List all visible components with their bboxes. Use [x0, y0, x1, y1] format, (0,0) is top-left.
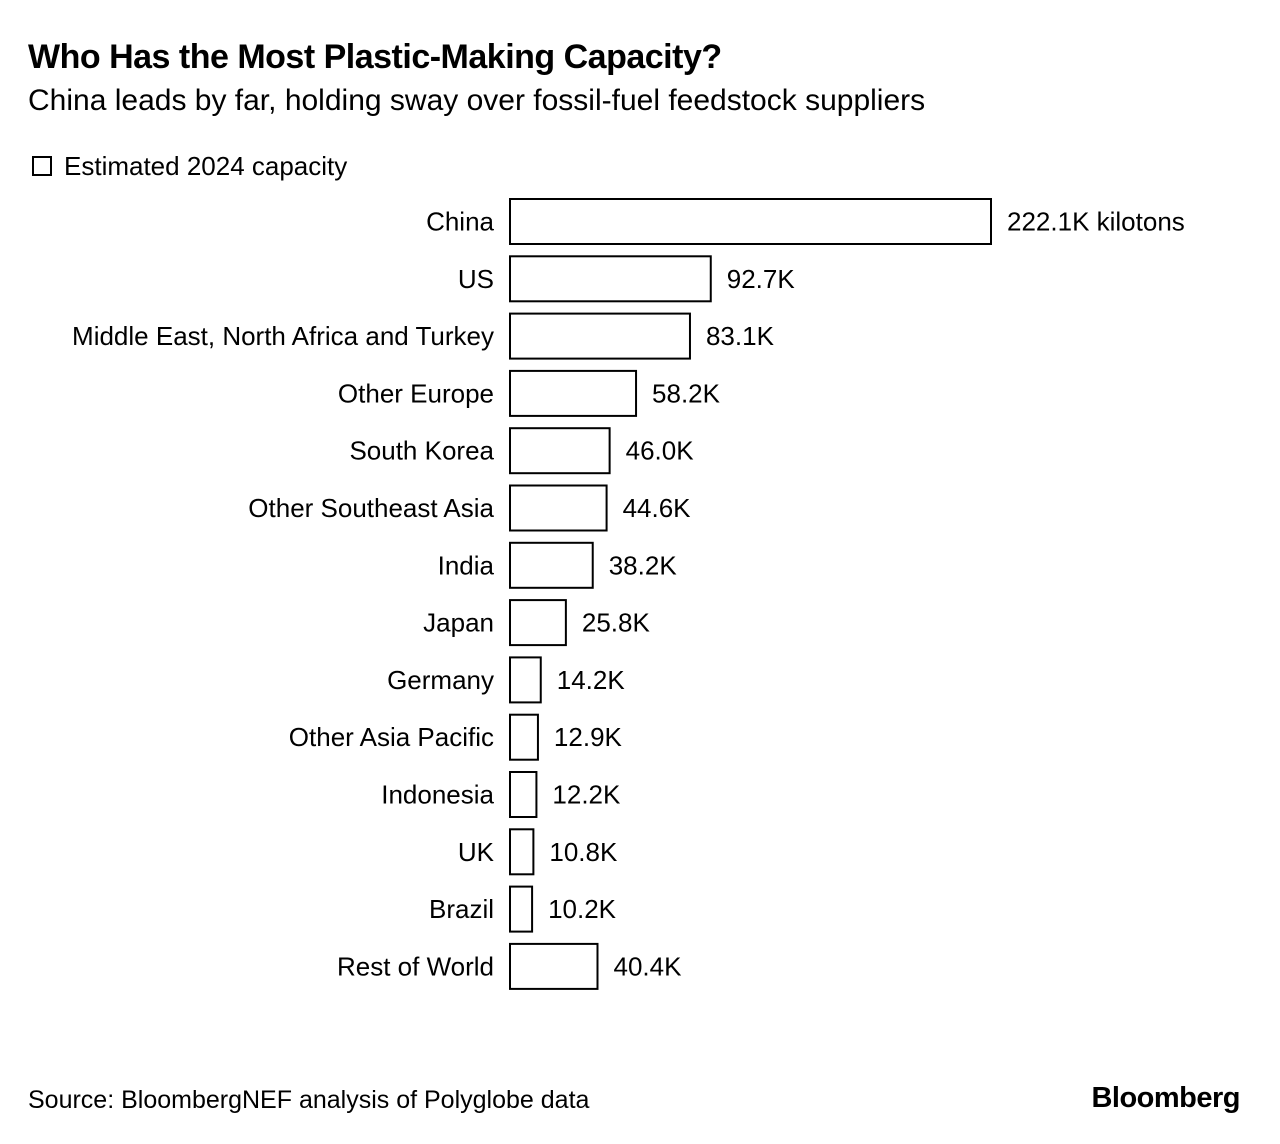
category-label: Other Europe	[338, 378, 494, 408]
bloomberg-logo: Bloomberg	[1091, 1082, 1240, 1114]
source-note: Source: BloombergNEF analysis of Polyglo…	[28, 1086, 590, 1114]
value-label: 44.6K	[623, 493, 692, 523]
category-label: Middle East, North Africa and Turkey	[72, 321, 494, 351]
category-label: Brazil	[429, 894, 494, 924]
value-label: 10.8K	[549, 837, 618, 867]
value-label: 46.0K	[626, 436, 695, 466]
legend-label: Estimated 2024 capacity	[64, 150, 348, 181]
category-label: Other Asia Pacific	[289, 722, 494, 752]
chart-title: Who Has the Most Plastic-Making Capacity…	[28, 38, 722, 76]
category-label: India	[438, 550, 495, 580]
bar	[509, 541, 594, 589]
value-label: 58.2K	[652, 378, 721, 408]
bar	[509, 599, 567, 647]
legend-swatch	[32, 156, 52, 176]
category-label: Germany	[387, 665, 494, 695]
value-label: 10.2K	[548, 894, 617, 924]
bar	[509, 656, 542, 704]
bar	[509, 484, 608, 532]
value-label: 222.1K kilotons	[1007, 207, 1185, 237]
bar	[509, 828, 535, 876]
bar	[509, 198, 992, 245]
bar	[509, 369, 638, 417]
value-label: 12.9K	[554, 722, 623, 752]
category-label: Other Southeast Asia	[248, 493, 494, 523]
chart-subtitle: China leads by far, holding sway over fo…	[28, 84, 926, 117]
category-label: Rest of World	[337, 951, 494, 981]
bar	[509, 255, 712, 303]
category-label: Japan	[423, 608, 494, 638]
bar	[509, 713, 539, 761]
value-label: 92.7K	[727, 264, 796, 294]
category-label: US	[458, 264, 494, 294]
category-label: South Korea	[349, 436, 494, 466]
value-label: 83.1K	[706, 321, 775, 351]
category-label: UK	[458, 837, 495, 867]
value-label: 12.2K	[552, 780, 621, 810]
legend: Estimated 2024 capacity	[32, 150, 347, 182]
bar	[509, 885, 534, 933]
bar	[509, 312, 691, 360]
bar	[509, 771, 538, 818]
value-label: 25.8K	[582, 608, 651, 638]
bar	[509, 427, 611, 475]
value-label: 40.4K	[613, 951, 682, 981]
category-label: Indonesia	[381, 780, 494, 810]
value-label: 14.2K	[557, 665, 626, 695]
value-label: 38.2K	[609, 550, 678, 580]
bar	[509, 942, 599, 990]
category-label: China	[426, 207, 494, 237]
